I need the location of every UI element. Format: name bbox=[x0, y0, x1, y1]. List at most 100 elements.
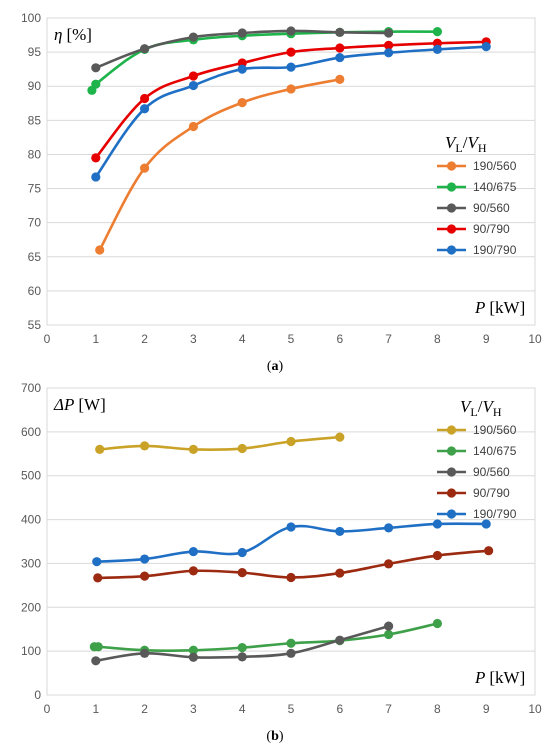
legend-swatch-marker bbox=[446, 446, 457, 456]
data-point-140/675-1 bbox=[91, 79, 101, 89]
x-tick-label: 7 bbox=[385, 332, 392, 346]
y-axis-symbol: ΔP bbox=[53, 395, 74, 414]
data-point-90/790-7 bbox=[432, 550, 442, 561]
data-point-90/790-6 bbox=[384, 40, 394, 50]
x-tick-label: 10 bbox=[528, 332, 542, 346]
x-tick-label: 7 bbox=[385, 702, 392, 716]
data-point-190/790-0 bbox=[92, 557, 102, 567]
y-tick-label: 75 bbox=[28, 182, 42, 196]
x-tick-label: 9 bbox=[483, 702, 490, 716]
data-point-140/675-8 bbox=[432, 27, 442, 37]
legend-item-190/790: 190/790 bbox=[437, 507, 517, 521]
legend-swatch-marker bbox=[446, 161, 457, 171]
data-point-90/560-4 bbox=[286, 648, 296, 658]
data-point-90/560-5 bbox=[335, 27, 345, 37]
legend-label: 190/560 bbox=[473, 159, 517, 173]
y-tick-label: 55 bbox=[28, 318, 42, 332]
x-tick-label: 6 bbox=[336, 332, 343, 346]
y-axis-unit: [W] bbox=[78, 395, 105, 414]
chart-power-loss: 0 100 200 300 400 500 600 700 0 1 2 3 4 5 6 7 8 9 10 ΔP [W] P… bbox=[21, 381, 542, 744]
legend-label: 90/790 bbox=[473, 222, 510, 236]
data-point-140/675-3 bbox=[188, 645, 198, 655]
data-point-90/560-3 bbox=[237, 28, 247, 38]
x-tick-label: 4 bbox=[239, 332, 246, 346]
data-point-90/790-5 bbox=[335, 43, 345, 53]
panel-caption: (b) bbox=[266, 729, 283, 744]
data-point-190/790-1 bbox=[140, 554, 150, 564]
x-axis-symbol: P bbox=[474, 668, 485, 687]
x-tick-label: 0 bbox=[44, 702, 51, 716]
y-tick-label: 100 bbox=[21, 11, 41, 25]
x-tick-label: 3 bbox=[190, 332, 197, 346]
legend-label: 190/790 bbox=[473, 243, 517, 257]
data-point-90/560-1 bbox=[140, 44, 150, 54]
data-point-140/675-7 bbox=[384, 629, 394, 640]
x-tick-label: 8 bbox=[434, 332, 441, 346]
legend-label: 90/790 bbox=[473, 486, 510, 500]
data-point-140/675-8 bbox=[432, 618, 442, 629]
legend-title: VL/VH bbox=[445, 133, 487, 155]
x-tick-label: 1 bbox=[92, 332, 99, 346]
data-point-90/790-3 bbox=[237, 568, 247, 578]
y-tick-label: 100 bbox=[21, 644, 41, 658]
y-tick-label: 70 bbox=[28, 216, 42, 230]
x-tick-label: 1 bbox=[92, 702, 99, 716]
y-tick-label: 80 bbox=[28, 147, 42, 161]
data-point-190/790-0 bbox=[91, 172, 101, 182]
legend-swatch-marker bbox=[446, 182, 457, 192]
data-point-190/560-2 bbox=[188, 121, 198, 132]
data-point-190/560-5 bbox=[335, 74, 345, 84]
y-tick-label: 95 bbox=[28, 45, 42, 59]
data-point-90/790-6 bbox=[384, 559, 394, 569]
legend-item-140/675: 140/675 bbox=[437, 180, 517, 194]
y-tick-label: 300 bbox=[21, 556, 41, 570]
data-point-190/790-8 bbox=[481, 519, 491, 529]
legend-swatch-marker bbox=[446, 203, 457, 213]
data-point-190/560-2 bbox=[188, 444, 198, 454]
data-point-190/560-1 bbox=[140, 163, 150, 173]
data-point-140/675-1 bbox=[93, 642, 103, 652]
legend-item-190/560: 190/560 bbox=[437, 423, 517, 437]
series-line-140/675 bbox=[89, 30, 439, 92]
legend-swatch-marker bbox=[446, 488, 457, 498]
x-tick-label: 3 bbox=[190, 702, 197, 716]
y-tick-label: 200 bbox=[21, 600, 41, 614]
legend-item-190/790: 190/790 bbox=[437, 243, 517, 257]
legend-label: 90/560 bbox=[473, 465, 510, 479]
y-tick-label: 90 bbox=[28, 79, 42, 93]
y-axis-label: ΔP [W] bbox=[53, 395, 106, 414]
data-point-190/790-6 bbox=[384, 523, 394, 533]
data-point-90/790-2 bbox=[188, 71, 198, 81]
y-tick-label: 600 bbox=[21, 425, 41, 439]
legend-item-140/675: 140/675 bbox=[437, 444, 517, 458]
x-axis-symbol: P bbox=[474, 298, 485, 317]
plot-area bbox=[46, 387, 536, 696]
legend-item-90/790: 90/790 bbox=[437, 486, 510, 500]
series-line-190/560 bbox=[98, 78, 342, 252]
data-point-90/560-6 bbox=[384, 28, 394, 38]
x-tick-label: 8 bbox=[434, 702, 441, 716]
y-axis-symbol: η bbox=[54, 25, 62, 44]
legend-swatch-marker bbox=[446, 467, 457, 477]
plot-area bbox=[46, 17, 536, 326]
x-axis-label: P [kW] bbox=[474, 668, 525, 687]
data-point-190/790-5 bbox=[335, 526, 345, 537]
data-point-140/675-4 bbox=[237, 643, 247, 653]
legend-swatch-marker bbox=[446, 224, 457, 234]
y-tick-label: 65 bbox=[28, 250, 42, 264]
chart-efficiency: 55 60 65 70 75 80 85 90 95 100 0 1 2 3 4 5 6 7 8 9 10 η [%] P [k… bbox=[21, 11, 542, 374]
legend-label: 140/675 bbox=[473, 180, 517, 194]
y-tick-label: 85 bbox=[28, 113, 42, 127]
y-axis-label: η [%] bbox=[54, 25, 92, 44]
legend-label: 90/560 bbox=[473, 201, 510, 215]
data-point-90/560-3 bbox=[237, 652, 247, 662]
legend-label: 190/560 bbox=[473, 423, 517, 437]
data-point-190/790-7 bbox=[432, 519, 442, 529]
x-tick-label: 4 bbox=[239, 702, 246, 716]
legend-item-90/560: 90/560 bbox=[437, 201, 510, 215]
x-tick-label: 9 bbox=[483, 332, 490, 346]
data-point-90/560-4 bbox=[286, 26, 296, 36]
legend-label: 140/675 bbox=[473, 444, 517, 458]
data-point-90/560-0 bbox=[91, 63, 101, 73]
y-tick-label: 60 bbox=[28, 284, 42, 298]
